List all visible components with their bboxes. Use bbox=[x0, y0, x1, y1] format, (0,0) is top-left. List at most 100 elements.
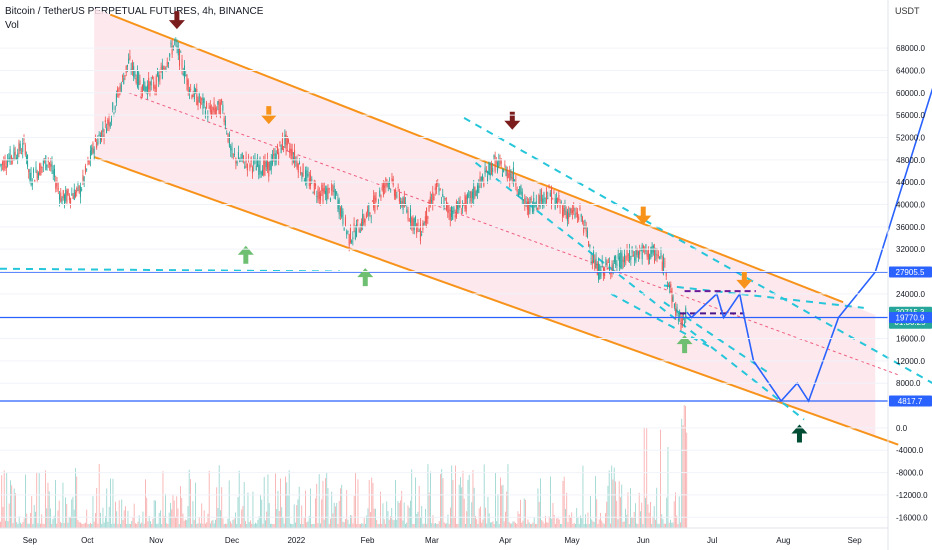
candle-body bbox=[566, 210, 568, 221]
candle-body bbox=[35, 166, 37, 173]
volume-bar bbox=[442, 478, 444, 528]
volume-bar bbox=[361, 523, 363, 528]
candle-body bbox=[50, 164, 52, 167]
candle-body bbox=[411, 217, 413, 227]
volume-bar bbox=[198, 517, 200, 528]
candle-body bbox=[128, 58, 130, 64]
candle-body bbox=[98, 134, 100, 136]
candle-body bbox=[636, 249, 638, 255]
candle-body bbox=[664, 262, 666, 264]
arrow-up-icon bbox=[357, 268, 374, 287]
candle-body bbox=[290, 148, 292, 156]
volume-bar bbox=[562, 480, 564, 528]
volume-bar bbox=[580, 515, 581, 528]
candle-body bbox=[237, 152, 239, 160]
candle-body bbox=[538, 195, 540, 207]
candle-body bbox=[621, 253, 623, 270]
candle-body bbox=[574, 214, 576, 218]
volume-bar bbox=[450, 507, 451, 528]
candle-body bbox=[17, 153, 19, 160]
y-tick-label: -8000.0 bbox=[896, 469, 924, 478]
volume-bar bbox=[178, 523, 180, 528]
volume-bar bbox=[546, 522, 548, 528]
candle-body bbox=[500, 159, 502, 164]
candle-body bbox=[174, 39, 176, 41]
candle-body bbox=[124, 75, 126, 78]
volume-bar bbox=[638, 492, 640, 528]
volume-bar bbox=[681, 418, 683, 528]
volume-bar bbox=[95, 513, 96, 528]
y-tick-label: 48000.0 bbox=[896, 156, 925, 165]
volume-bar bbox=[508, 522, 510, 528]
candle-body bbox=[424, 216, 426, 224]
volume-bar bbox=[162, 471, 164, 528]
volume-bar bbox=[87, 524, 89, 528]
volume-bar bbox=[337, 523, 339, 528]
volume-bar bbox=[196, 523, 198, 528]
volume-bar bbox=[61, 523, 63, 528]
volume-bar bbox=[561, 523, 563, 528]
volume-bar bbox=[543, 523, 545, 528]
candle-body bbox=[585, 227, 587, 232]
volume-bar bbox=[38, 472, 40, 528]
candle-body bbox=[202, 97, 204, 109]
candle-body bbox=[442, 193, 444, 197]
volume-bar bbox=[472, 470, 474, 528]
volume-bar bbox=[203, 510, 205, 528]
candle-body bbox=[525, 201, 527, 203]
volume-bar bbox=[165, 493, 166, 528]
volume-bar bbox=[670, 519, 671, 528]
volume-bar bbox=[96, 488, 98, 528]
candle-body bbox=[531, 203, 533, 213]
volume-bar bbox=[600, 512, 601, 528]
volume-bar bbox=[333, 502, 335, 528]
candle-body bbox=[318, 191, 320, 199]
volume-bar bbox=[113, 523, 115, 528]
volume-bar bbox=[136, 523, 138, 528]
x-tick-label: Mar bbox=[425, 536, 439, 545]
candle-body bbox=[29, 172, 31, 181]
candle-body bbox=[391, 178, 393, 182]
volume-bar bbox=[452, 479, 454, 528]
volume-bar bbox=[435, 523, 436, 528]
candle-body bbox=[199, 101, 201, 104]
volume-bar bbox=[180, 486, 181, 528]
volume-bar bbox=[591, 519, 593, 528]
volume-bar bbox=[23, 518, 25, 528]
candle-body bbox=[163, 68, 165, 69]
candle-body bbox=[77, 183, 79, 185]
volume-bar bbox=[235, 512, 236, 528]
candle-body bbox=[450, 206, 452, 217]
candle-body bbox=[221, 99, 223, 103]
candle-body bbox=[9, 148, 11, 164]
candle-body bbox=[493, 155, 495, 157]
volume-bar bbox=[506, 491, 508, 528]
candle-body bbox=[590, 258, 592, 259]
volume-bar bbox=[520, 499, 521, 528]
volume-bar bbox=[133, 503, 135, 528]
volume-bar bbox=[277, 490, 279, 528]
volume-bar bbox=[312, 523, 314, 528]
candle-body bbox=[528, 201, 530, 215]
y-tick-label: 68000.0 bbox=[896, 44, 925, 53]
candle-body bbox=[63, 194, 65, 204]
volume-bar bbox=[275, 473, 276, 528]
candle-body bbox=[637, 251, 639, 258]
candle-body bbox=[71, 193, 73, 196]
candle-body bbox=[89, 150, 91, 161]
volume-bar bbox=[271, 523, 273, 528]
candle-body bbox=[211, 110, 213, 117]
volume-bar bbox=[356, 523, 358, 528]
candle-body bbox=[257, 158, 259, 167]
candle-body bbox=[145, 86, 147, 91]
candle-body bbox=[113, 113, 115, 115]
candle-body bbox=[67, 189, 69, 195]
candle-body bbox=[611, 265, 613, 272]
candle-body bbox=[102, 127, 104, 133]
volume-bar bbox=[243, 482, 245, 528]
volume-bar bbox=[617, 519, 619, 528]
volume-bar bbox=[215, 519, 216, 528]
candle-body bbox=[458, 202, 460, 211]
volume-bar bbox=[433, 523, 435, 528]
